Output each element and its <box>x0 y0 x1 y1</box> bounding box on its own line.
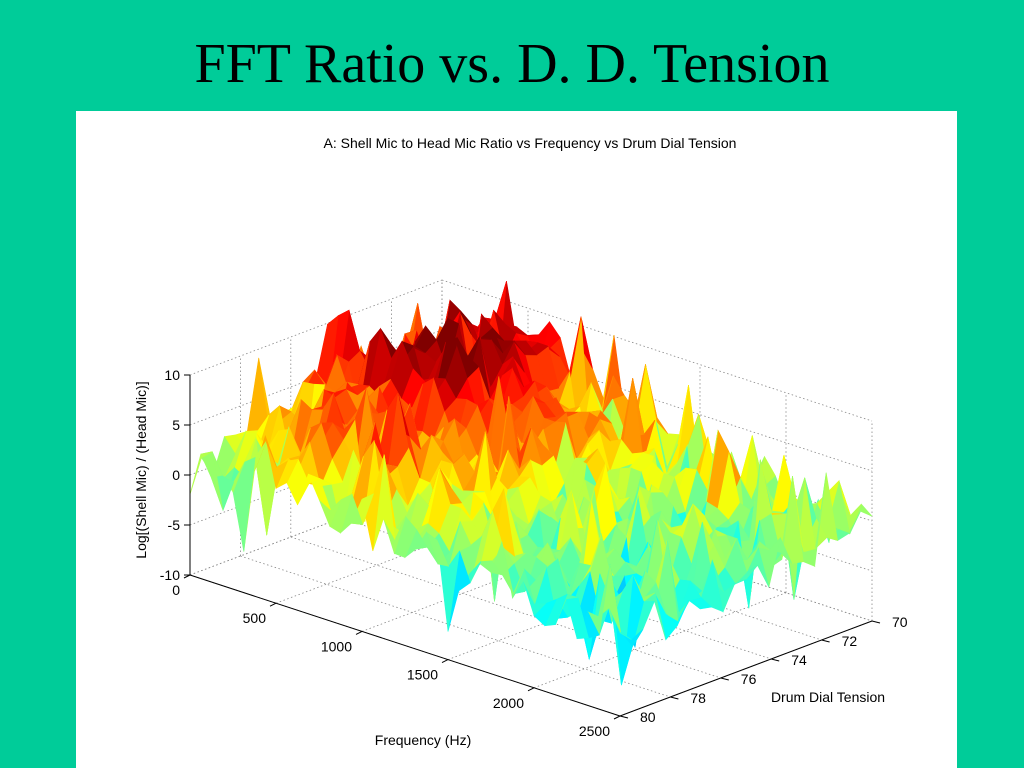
y-tick <box>771 658 780 662</box>
x-tick-label: 2500 <box>579 723 610 739</box>
grid-line <box>441 279 873 422</box>
grid-line <box>441 329 873 472</box>
z-tick-label: 0 <box>172 467 180 483</box>
y-tick <box>619 715 629 719</box>
y-tick-label: 70 <box>892 614 908 630</box>
z-tick-label: 5 <box>172 417 180 433</box>
x-axis-label: Frequency (Hz) <box>375 732 471 748</box>
x-tick-label: 1000 <box>321 638 352 654</box>
y-tick-label: 78 <box>690 690 706 706</box>
x-tick <box>527 687 535 692</box>
grid-line <box>533 592 787 689</box>
grid-line <box>189 279 443 376</box>
x-tick-label: 2000 <box>493 695 524 711</box>
x-axis-line <box>189 574 621 717</box>
z-tick-label: -10 <box>160 567 180 583</box>
x-tick-label: 500 <box>243 610 267 626</box>
y-axis-line <box>619 620 873 717</box>
x-tick <box>269 602 277 607</box>
x-tick <box>613 715 621 720</box>
y-tick-label: 76 <box>741 671 757 687</box>
z-tick-label: -5 <box>168 517 181 533</box>
surface-patch <box>189 451 213 495</box>
x-tick-label: 0 <box>172 582 180 598</box>
grid-line <box>391 498 822 641</box>
y-tick <box>871 620 881 624</box>
surface-plot: A: Shell Mic to Head Mic Ratio vs Freque… <box>133 135 908 748</box>
y-tick <box>821 639 830 643</box>
y-tick-label: 72 <box>842 633 858 649</box>
slide-title: FFT Ratio vs. D. D. Tension <box>194 33 830 95</box>
figure-panel: A: Shell Mic to Head Mic Ratio vs Freque… <box>76 111 957 768</box>
y-axis-label: Drum Dial Tension <box>771 689 885 705</box>
grid-line <box>341 517 772 660</box>
y-tick-label: 80 <box>640 709 656 725</box>
y-tick-label: 74 <box>791 652 807 668</box>
y-tick <box>720 677 729 681</box>
z-tick-label: 10 <box>164 367 180 383</box>
grid-line <box>441 479 873 622</box>
x-tick <box>441 659 449 664</box>
y-tick <box>670 696 679 700</box>
grid-line <box>240 555 671 698</box>
grid-line <box>290 536 721 679</box>
z-axis-label: Log[(Shell Mic) / (Head Mic)] <box>133 381 149 558</box>
x-tick-label: 1500 <box>407 667 438 683</box>
chart-title: A: Shell Mic to Head Mic Ratio vs Freque… <box>324 135 737 151</box>
x-tick <box>355 630 363 635</box>
